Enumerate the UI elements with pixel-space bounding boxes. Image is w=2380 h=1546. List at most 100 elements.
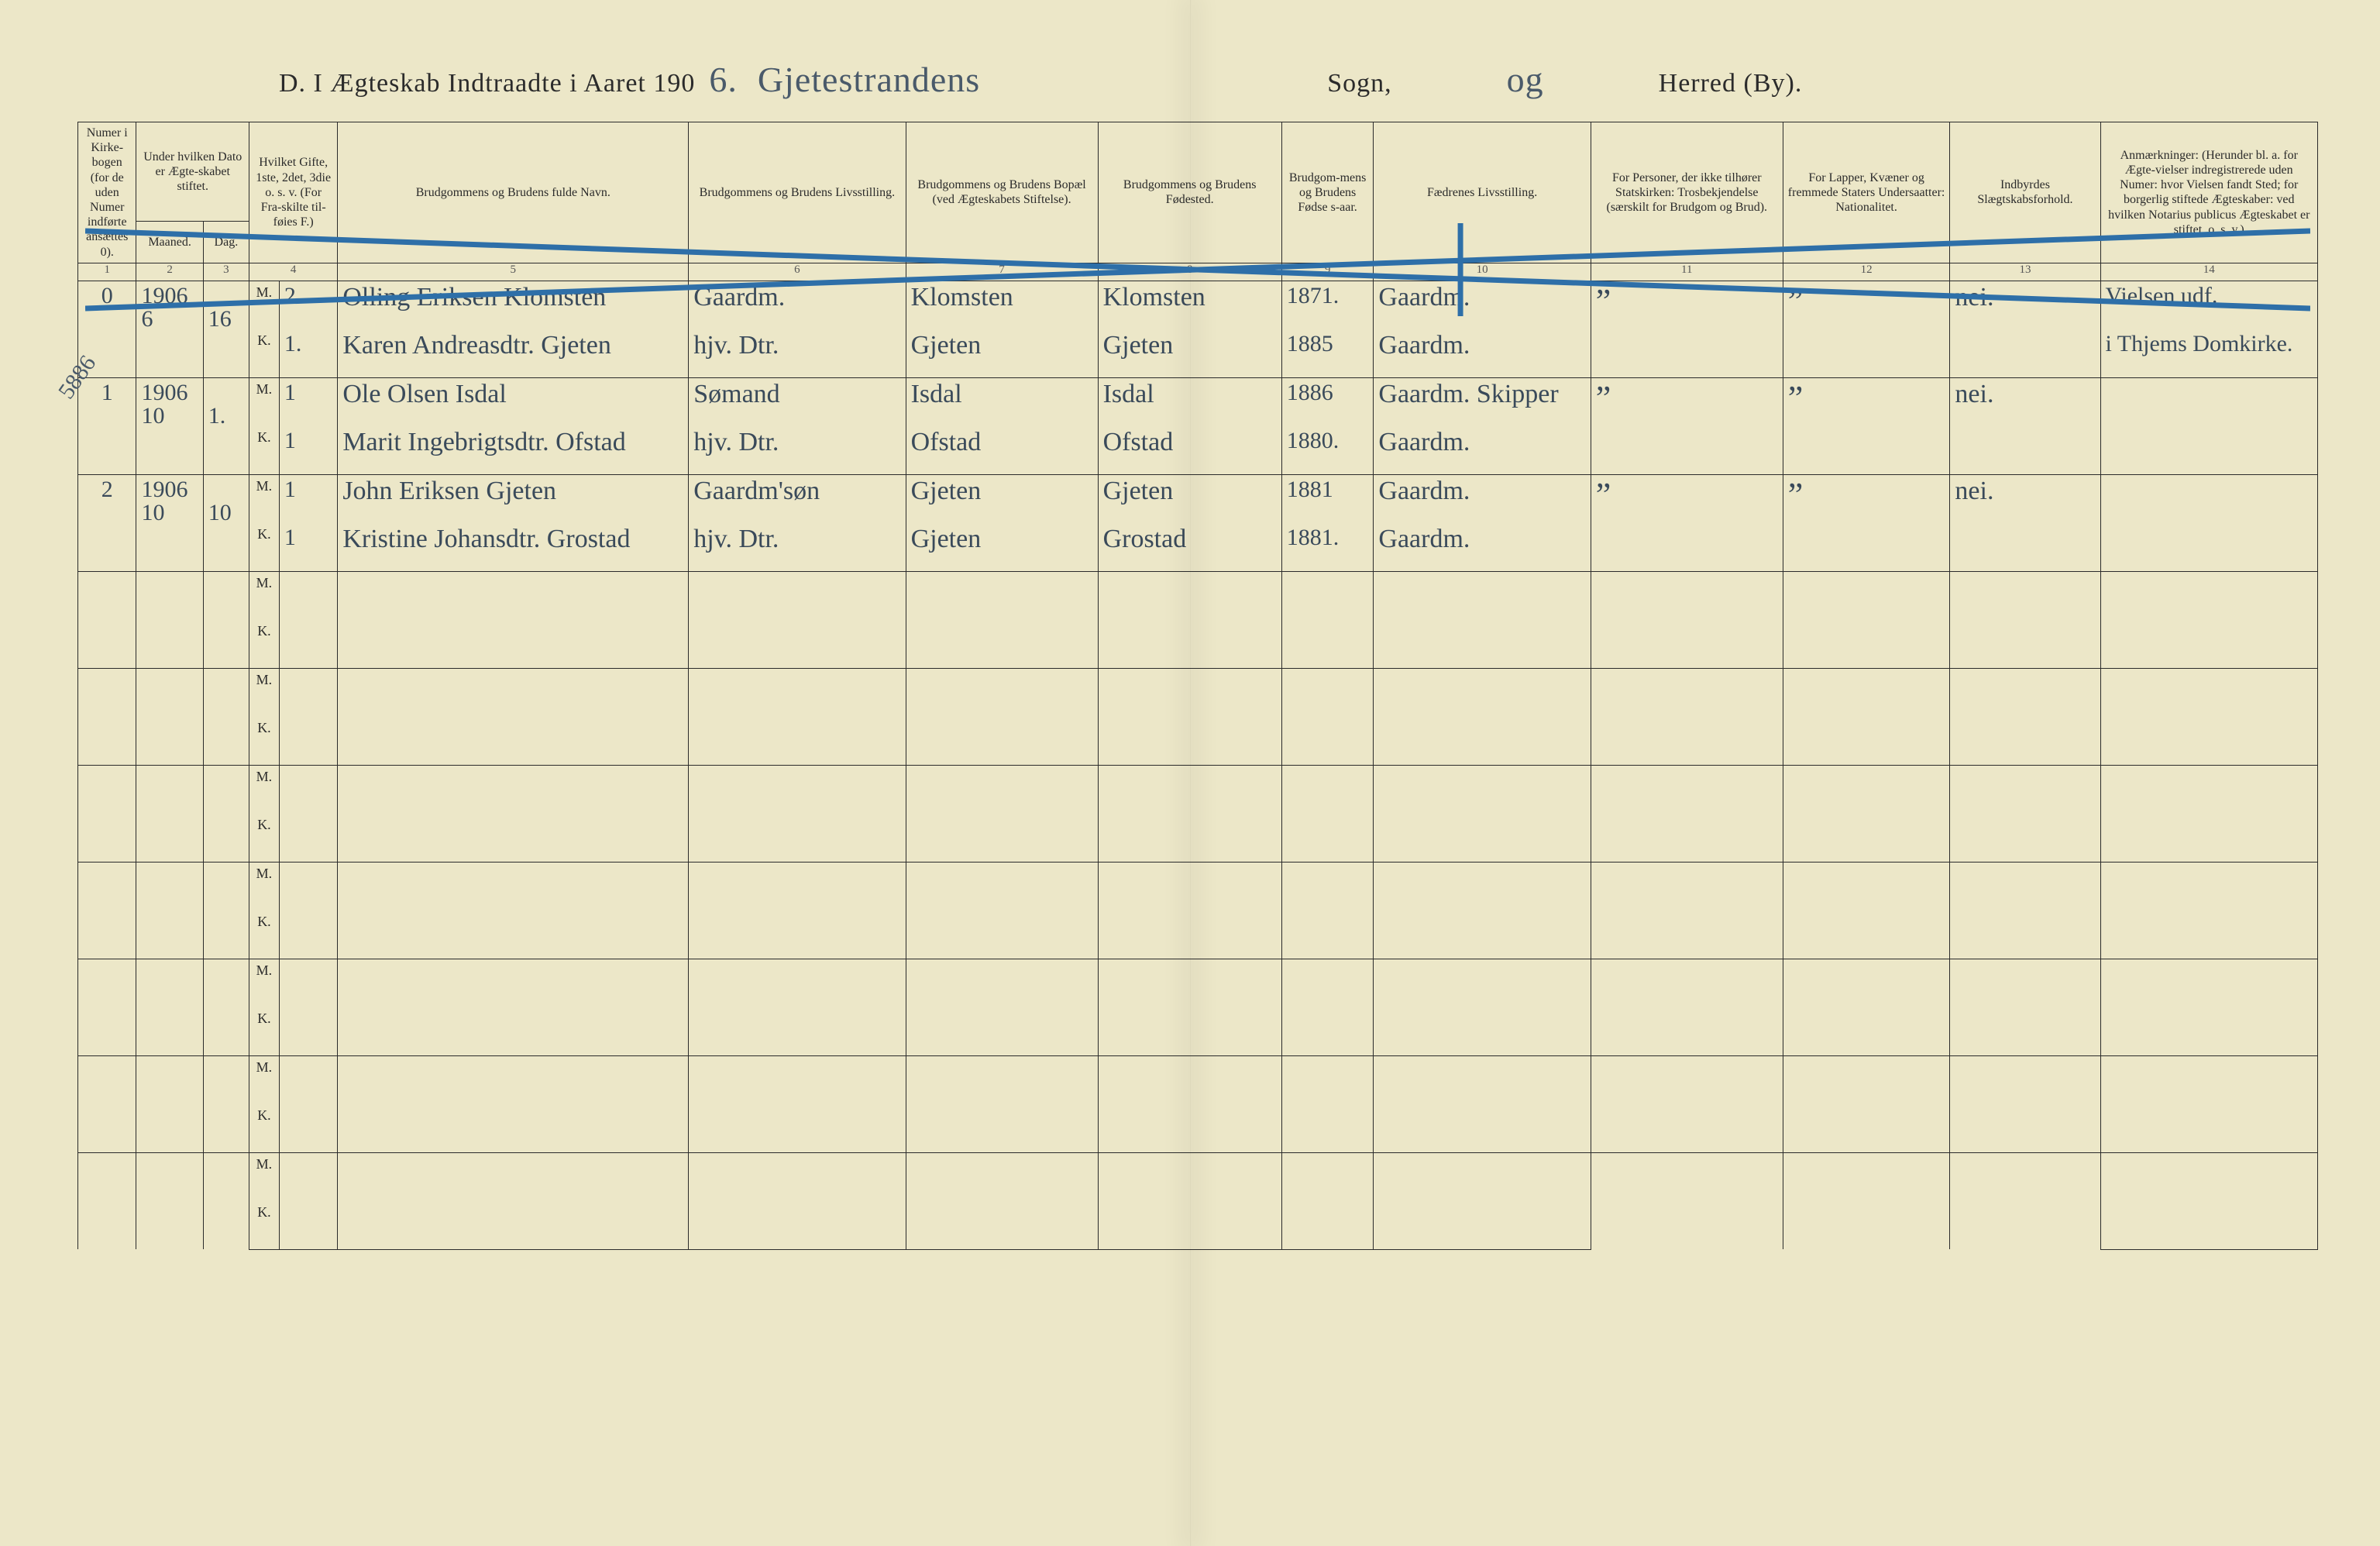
mk-k: K. [249,911,280,959]
bopael-k: Gjeten [906,523,1098,572]
col-11: For Lapper, Kvæner og fremmede Staters U… [1783,122,1950,263]
stilling-k: hjv. Dtr. [689,329,906,378]
gifte-k: 1 [279,426,337,475]
mk-k: K. [249,329,280,378]
nat: ” [1783,377,1950,474]
date-year-month: 190610 [136,474,203,571]
bopael-m: Isdal [906,377,1098,426]
col-3: Hvilket Gifte, 1ste, 2det, 3die o. s. v.… [249,122,338,263]
col-9: Fædrenes Livsstilling. [1374,122,1591,263]
mk-k: K. [249,620,280,669]
table-row: 219061010M.1John Eriksen GjetenGaardm'sø… [78,474,2318,523]
colnum: 5 [338,263,689,281]
name-k: Kristine Johansdtr. Grostad [338,523,689,572]
col-5: Brudgommens og Brudens Livsstilling. [689,122,906,263]
table-row: M. [78,571,2318,620]
col-2a: Maaned. [136,221,203,263]
anm-k [2100,523,2317,572]
faedre-m: Gaardm. [1374,474,1591,523]
mk-m: M. [249,668,280,717]
table-row: M. [78,862,2318,911]
mk-m: M. [249,959,280,1007]
colnum: 14 [2100,263,2317,281]
col-10: For Personer, der ikke tilhører Statskir… [1591,122,1783,263]
col-4: Brudgommens og Brudens fulde Navn. [338,122,689,263]
mk-k: K. [249,1201,280,1250]
bopael-k: Gjeten [906,329,1098,378]
anm-k: i Thjems Domkirke. [2100,329,2317,378]
anm-m: Vielsen udf. [2100,281,2317,329]
aar-m: 1871. [1281,281,1374,329]
herred-label: Herred (By). [1659,69,1803,98]
entry-num: 1 [78,377,136,474]
gifte-m: 2. [279,281,337,329]
mk-k: K. [249,717,280,766]
mk-m: M. [249,281,280,329]
aar-k: 1885 [1281,329,1374,378]
stilling-m: Sømand [689,377,906,426]
sogn-label: Sogn, [1327,69,1391,98]
mk-m: M. [249,377,280,426]
colnum: 4 [249,263,338,281]
mk-k: K. [249,523,280,572]
gifte-k: 1 [279,523,337,572]
tros: ” [1591,377,1783,474]
gifte-m: 1 [279,474,337,523]
date-year-month: 190610 [136,377,203,474]
mk-k: K. [249,814,280,863]
ledger-spread: D. I Ægteskab Indtraadte i Aaret 190 6. … [0,0,2380,1546]
table-body: 01906616M.2.Olling Eriksen KlomstenGaard… [78,281,2318,1249]
table-row: M. [78,959,2318,1007]
colnum: 6 [689,263,906,281]
title-parish: Gjetestrandens [751,62,986,98]
title-prefix: D. I Ægteskab Indtraadte i Aaret 190 [279,69,695,98]
ledger-table: Numer i Kirke-bogen (for de uden Numer i… [77,122,2318,1250]
table-row: M. [78,765,2318,814]
stilling-m: Gaardm. [689,281,906,329]
colnum: 7 [906,263,1098,281]
stilling-m: Gaardm'søn [689,474,906,523]
col-13: Anmærkninger: (Herunder bl. a. for Ægte-… [2100,122,2317,263]
mk-m: M. [249,862,280,911]
date-day: 16 [203,281,249,377]
page-fold [1190,0,1192,1546]
name-m: Ole Olsen Isdal [338,377,689,426]
slaegt: nei. [1950,474,2100,571]
col-2b: Dag. [203,221,249,263]
column-numbers-row: 1234567891011121314 [78,263,2318,281]
tros: ” [1591,281,1783,377]
table-row: M. [78,1055,2318,1104]
anm-m [2100,474,2317,523]
aar-k: 1881. [1281,523,1374,572]
date-day: 10 [203,474,249,571]
title-og: og [1501,62,1550,98]
faedre-m: Gaardm. Skipper [1374,377,1591,426]
bopael-k: Ofstad [906,426,1098,475]
mk-k: K. [249,426,280,475]
mk-k: K. [249,1104,280,1153]
col-2: Under hvilken Dato er Ægte-skabet stifte… [136,122,249,222]
faedre-k: Gaardm. [1374,329,1591,378]
colnum: 9 [1281,263,1374,281]
mk-k: K. [249,1007,280,1056]
slaegt: nei. [1950,281,2100,377]
colnum: 1 [78,263,136,281]
mk-m: M. [249,765,280,814]
stilling-k: hjv. Dtr. [689,426,906,475]
slaegt: nei. [1950,377,2100,474]
name-k: Karen Andreasdtr. Gjeten [338,329,689,378]
table-row: 01906616M.2.Olling Eriksen KlomstenGaard… [78,281,2318,329]
gifte-k: 1. [279,329,337,378]
mk-m: M. [249,474,280,523]
table-header: Numer i Kirke-bogen (for de uden Numer i… [78,122,2318,281]
date-year-month: 19066 [136,281,203,377]
name-m: John Eriksen Gjeten [338,474,689,523]
col-1: Numer i Kirke-bogen (for de uden Numer i… [78,122,136,263]
entry-num: 2 [78,474,136,571]
mk-m: M. [249,571,280,620]
faedre-k: Gaardm. [1374,523,1591,572]
anm-k [2100,426,2317,475]
title-year: 6. [703,62,744,98]
nat: ” [1783,281,1950,377]
col-8: Brudgom-mens og Brudens Fødse s-aar. [1281,122,1374,263]
